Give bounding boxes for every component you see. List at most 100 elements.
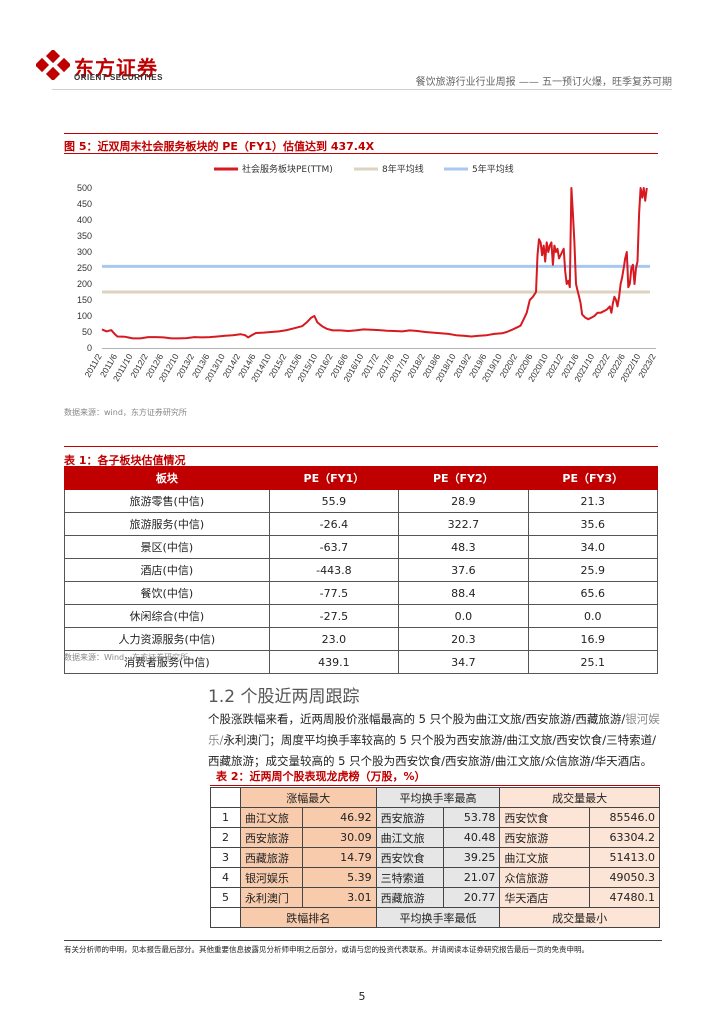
volume-name-cell: 西安饮食 — [499, 807, 591, 828]
table2-header-row: 涨幅最大 平均换手率最高 成交量最大 — [210, 787, 660, 808]
sector-name-cell: 酒店(中信) — [64, 558, 270, 582]
volume-value-cell: 63304.2 — [589, 827, 660, 848]
table-row: 旅游零售(中信) 55.9 28.9 21.3 — [64, 489, 659, 513]
pe-value-cell: 0.0 — [527, 604, 659, 628]
table-row: 人力资源服务(中信) 23.0 20.3 16.9 — [64, 627, 659, 651]
table1-title: 表 1：各子板块估值情况 — [64, 454, 186, 467]
gainer-value-cell: 46.92 — [301, 807, 377, 828]
sector-name-cell: 餐饮(中信) — [64, 581, 270, 605]
header-divider — [52, 89, 672, 90]
header-top-turnover: 平均换手率最高 — [375, 787, 501, 808]
pe-value-cell: 48.3 — [398, 535, 529, 559]
table1-top-rule — [64, 446, 658, 447]
pe-value-cell: 35.6 — [527, 512, 659, 536]
sector-name-cell: 休闲综合(中信) — [64, 604, 270, 628]
logo-text-en: ORIENT SECURITIES — [74, 73, 163, 82]
y-tick-label: 100 — [77, 311, 92, 321]
table-row: 景区(中信) -63.7 48.3 34.0 — [64, 535, 659, 559]
pe-value-cell: 21.3 — [527, 489, 659, 513]
table-header-row: 板块 PE（FY1） PE（FY2） PE（FY3） — [64, 466, 659, 490]
volume-value-cell: 85546.0 — [589, 807, 660, 828]
gainer-name-cell: 曲江文旅 — [239, 807, 303, 828]
table-row: 旅游服务(中信) -26.4 322.7 35.6 — [64, 512, 659, 536]
sector-name-cell: 旅游服务(中信) — [64, 512, 270, 536]
sector-name-cell: 消费者服务(中信) — [64, 650, 270, 674]
logo-text-cn: 东方证券 — [74, 56, 158, 80]
rank-cell: 2 — [210, 827, 241, 848]
gainer-value-cell: 30.09 — [301, 827, 377, 848]
col-header-fy2: PE（FY2） — [398, 466, 529, 490]
gainer-value-cell: 5.39 — [301, 867, 377, 888]
turnover-name-cell: 西安旅游 — [375, 807, 445, 828]
figure-top-rule — [64, 133, 658, 134]
col-header-sector: 板块 — [64, 466, 270, 490]
turnover-name-cell: 西安饮食 — [375, 847, 445, 868]
legend-label: 社会服务板块PE(TTM) — [242, 163, 333, 175]
valuation-table: 板块 PE（FY1） PE（FY2） PE（FY3） 旅游零售(中信) 55.9 2… — [64, 466, 659, 674]
sector-name-cell: 旅游零售(中信) — [64, 489, 270, 513]
turnover-value-cell: 21.07 — [443, 867, 501, 888]
table-row: 消费者服务(中信) 439.1 34.7 25.1 — [64, 650, 659, 674]
pe-value-cell: 23.0 — [268, 627, 400, 651]
y-tick-label: 350 — [77, 231, 92, 241]
pe-value-cell: 20.3 — [398, 627, 529, 651]
pe-value-cell: 37.6 — [398, 558, 529, 582]
y-tick-label: 450 — [77, 199, 92, 209]
pe-line-chart: 0501001502002503003504004505002011/22011… — [77, 163, 658, 384]
volume-name-cell: 华天酒店 — [499, 887, 591, 908]
volume-name-cell: 西安旅游 — [499, 827, 591, 848]
legend-label: 5年平均线 — [472, 163, 514, 175]
rank-cell: 5 — [210, 887, 241, 908]
table-row: 酒店(中信) -443.8 37.6 25.9 — [64, 558, 659, 582]
pe-value-cell: 0.0 — [398, 604, 529, 628]
y-tick-label: 50 — [82, 327, 92, 337]
legend-label: 8年平均线 — [382, 163, 424, 175]
pe-value-cell: -443.8 — [268, 558, 400, 582]
footer-low-volume: 成交量最小 — [499, 907, 660, 928]
table-row: 餐饮(中信) -77.5 88.4 65.6 — [64, 581, 659, 605]
gainer-name-cell: 永利澳门 — [239, 887, 303, 908]
table-row: 5 永利澳门 3.01 西藏旅游 20.77 华天酒店 47480.1 — [210, 887, 660, 908]
pe-value-cell: -77.5 — [268, 581, 400, 605]
table-row: 1 曲江文旅 46.92 西安旅游 53.78 西安饮食 85546.0 — [210, 807, 660, 828]
page-number: 5 — [358, 990, 366, 1003]
y-tick-label: 150 — [77, 295, 92, 305]
table1-source: 数据来源：Wind，东方证券研究所 — [64, 653, 189, 662]
pe-value-cell: 34.0 — [527, 535, 659, 559]
table2-title-rule — [210, 785, 660, 786]
y-tick-label: 200 — [77, 279, 92, 289]
report-title: 餐饮旅游行业行业周报 —— 五一预订火爆，旺季复苏可期 — [415, 77, 672, 88]
turnover-name-cell: 西藏旅游 — [375, 887, 445, 908]
footer-low-turnover: 平均换手率最低 — [375, 907, 501, 928]
section-paragraph: 个股涨跌幅来看，近两周股价涨幅最高的 5 只个股为曲江文旅/西安旅游/西藏旅游/… — [208, 712, 660, 768]
turnover-value-cell: 53.78 — [443, 807, 501, 828]
disclaimer-text: 有关分析师的申明，见本报告最后部分。其他重要信息披露见分析师申明之后部分，或请与… — [64, 945, 589, 954]
pe-ttm-series-line — [101, 187, 648, 340]
y-tick-label: 300 — [77, 247, 92, 257]
col-header-fy1: PE（FY1） — [268, 466, 400, 490]
volume-value-cell: 51413.0 — [589, 847, 660, 868]
pe-value-cell: 322.7 — [398, 512, 529, 536]
header-top-volume: 成交量最大 — [499, 787, 660, 808]
table-row: 休闲综合(中信) -27.5 0.0 0.0 — [64, 604, 659, 628]
footer-divider — [64, 940, 662, 941]
col-header-fy3: PE（FY3） — [527, 466, 659, 490]
gainer-name-cell: 西藏旅游 — [239, 847, 303, 868]
gainer-value-cell: 14.79 — [301, 847, 377, 868]
table-row: 2 西安旅游 30.09 曲江文旅 40.48 西安旅游 63304.2 — [210, 827, 660, 848]
pe-value-cell: 25.9 — [527, 558, 659, 582]
rank-cell: 4 — [210, 867, 241, 888]
pe-value-cell: 65.6 — [527, 581, 659, 605]
table2-title: 表 2：近两周个股表现龙虎榜（万股，%） — [216, 770, 426, 783]
footer-bottom-losers: 跌幅排名 — [239, 907, 377, 928]
pe-value-cell: 55.9 — [268, 489, 400, 513]
orient-logo-icon — [36, 50, 70, 80]
figure-title: 图 5：近双周末社会服务板块的 PE（FY1）估值达到 437.4X — [64, 140, 375, 153]
section-heading: 1.2 个股近两周跟踪 — [208, 687, 360, 707]
pe-value-cell: 25.1 — [527, 650, 659, 674]
pe-value-cell: -27.5 — [268, 604, 400, 628]
y-tick-label: 250 — [77, 263, 92, 273]
pe-value-cell: 28.9 — [398, 489, 529, 513]
pe-value-cell: -63.7 — [268, 535, 400, 559]
rank-cell: 1 — [210, 807, 241, 828]
